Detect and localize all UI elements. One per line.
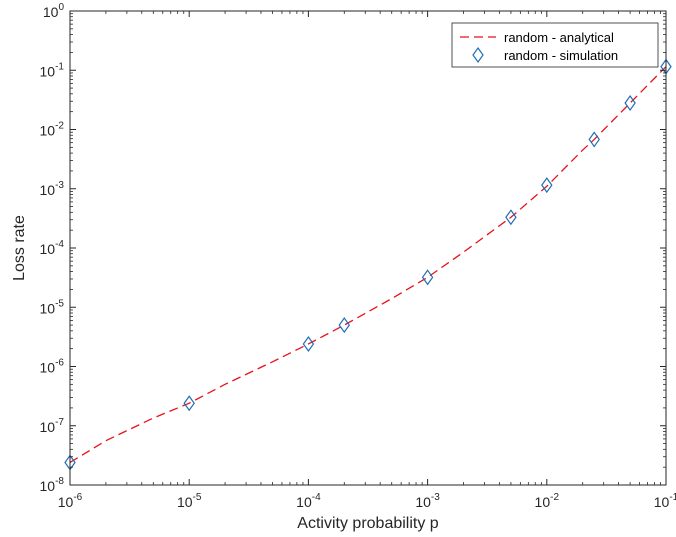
y-tick-label: 10-4 <box>40 239 65 257</box>
x-tick-label: 10-4 <box>296 492 321 510</box>
y-tick-label: 10-3 <box>40 180 65 198</box>
simulation-diamond-marker <box>588 131 600 148</box>
plot-border <box>69 10 667 486</box>
legend-box <box>451 22 659 68</box>
legend-label: random - analytical <box>504 30 614 45</box>
y-tick-label: 10-1 <box>40 61 65 79</box>
x-tick-label: 10-5 <box>177 492 202 510</box>
simulation-diamond-marker <box>183 395 195 412</box>
axes: 10-6 10-5 10-4 10-3 10-2 10-1 10-8 10-7 10-6 10-5… <box>40 2 676 510</box>
x-tick-label: 10-3 <box>415 492 440 510</box>
x-tick-label: 10-2 <box>535 492 560 510</box>
simulation-diamond-marker <box>505 209 517 226</box>
y-tick-label: 10-8 <box>40 476 65 494</box>
simulation-diamond-marker <box>541 177 553 194</box>
y-tick-label: 10-6 <box>40 358 65 376</box>
plot-area <box>70 11 666 485</box>
simulation-diamond-marker <box>421 269 434 286</box>
legend-diamond-swatch <box>472 46 484 64</box>
y-tick-label: 10-7 <box>40 417 65 435</box>
simulation-diamond-marker <box>338 317 351 334</box>
x-tick-label: 10-6 <box>58 492 83 510</box>
legend-label: random - simulation <box>504 48 618 63</box>
simulation-diamond-marker <box>302 335 315 353</box>
x-axis-label: Activity probability p <box>297 515 438 532</box>
x-tick-label: 10-1 <box>654 492 676 510</box>
y-tick-label: 10-5 <box>40 298 65 316</box>
y-tick-label: 10-2 <box>40 121 65 139</box>
simulation-diamond-marker <box>624 94 636 112</box>
series-line-analytical <box>69 66 667 464</box>
y-tick-label: 100 <box>43 2 65 20</box>
legend: random - analytical random - simulation <box>451 22 659 68</box>
y-axis-label: Loss rate <box>11 215 28 281</box>
